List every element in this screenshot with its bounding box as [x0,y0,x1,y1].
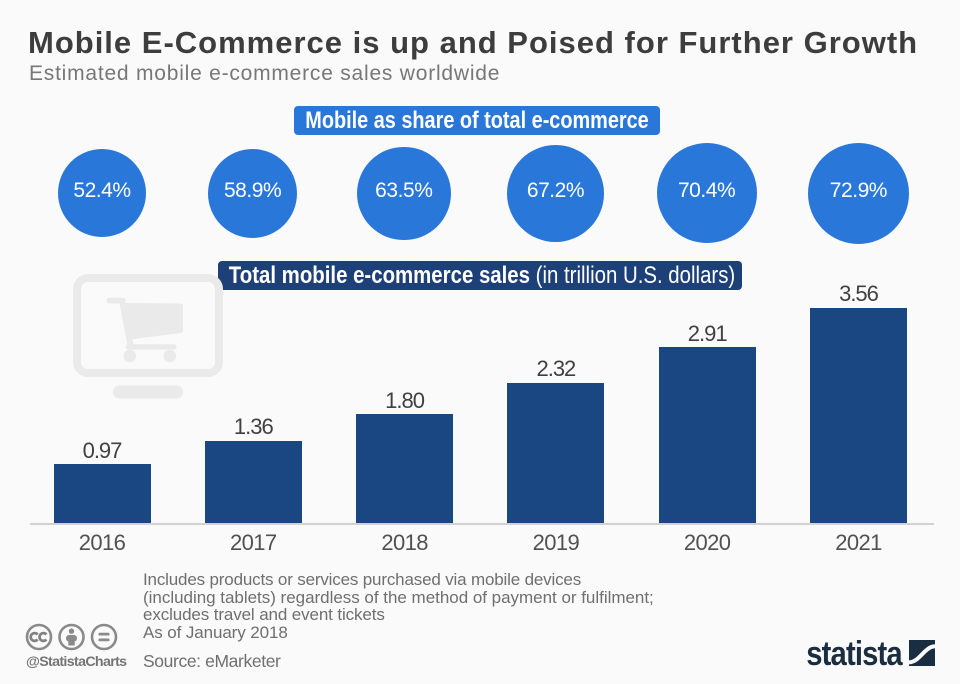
svg-text:statista: statista [806,634,903,668]
